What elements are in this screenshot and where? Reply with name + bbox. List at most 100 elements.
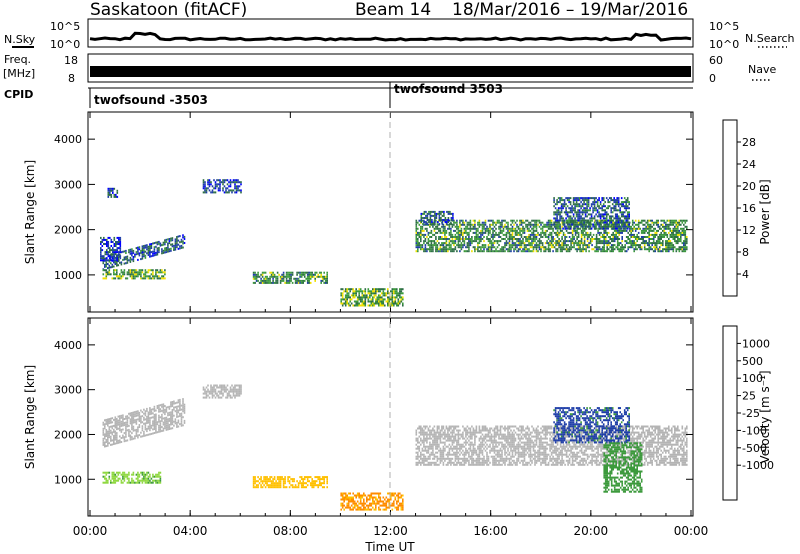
heatmap-cell bbox=[369, 300, 371, 303]
heatmap-cell bbox=[658, 242, 661, 245]
heatmap-cell bbox=[511, 231, 514, 234]
heatmap-cell bbox=[640, 238, 643, 240]
heatmap-cell bbox=[553, 231, 556, 234]
heatmap-cell bbox=[402, 304, 404, 307]
heatmap-cell bbox=[306, 476, 309, 479]
heatmap-cell bbox=[347, 294, 350, 297]
heatmap-cell bbox=[595, 246, 598, 249]
heatmap-cell bbox=[436, 447, 439, 450]
noise-panel bbox=[87, 18, 694, 48]
heatmap-cell bbox=[112, 251, 114, 254]
heatmap-cell bbox=[153, 413, 156, 416]
heatmap-cell bbox=[631, 223, 634, 226]
heatmap-cell bbox=[340, 492, 342, 495]
heatmap-cell bbox=[373, 500, 376, 503]
heatmap-cell bbox=[279, 275, 282, 278]
heatmap-cell bbox=[578, 217, 581, 220]
heatmap-cell bbox=[363, 494, 365, 497]
heatmap-cell bbox=[164, 277, 166, 280]
heatmap-cell bbox=[443, 210, 445, 213]
heatmap-cell bbox=[622, 223, 624, 226]
heatmap-cell bbox=[663, 231, 666, 234]
heatmap-cell bbox=[510, 238, 512, 240]
heatmap-cell bbox=[366, 296, 368, 299]
heatmap-cell bbox=[214, 187, 217, 190]
heatmap-cell bbox=[478, 246, 481, 249]
heatmap-cell bbox=[680, 219, 682, 222]
heatmap-cell bbox=[324, 476, 327, 479]
heatmap-cell bbox=[427, 433, 430, 436]
heatmap-cell bbox=[276, 484, 279, 487]
heatmap-cell bbox=[182, 402, 184, 405]
heatmap-cell bbox=[126, 257, 129, 260]
heatmap-cell bbox=[402, 500, 404, 503]
heatmap-cell bbox=[110, 262, 112, 265]
heatmap-cell bbox=[426, 431, 428, 434]
heatmap-cell bbox=[266, 478, 268, 481]
heatmap-cell bbox=[390, 496, 392, 499]
heatmap-cell bbox=[498, 244, 500, 247]
heatmap-cell bbox=[617, 219, 620, 222]
heatmap-cell bbox=[572, 219, 575, 222]
heatmap-cell bbox=[168, 248, 171, 251]
heatmap-cell bbox=[273, 486, 276, 489]
heatmap-cell bbox=[287, 480, 289, 483]
heatmap-cell bbox=[441, 214, 444, 217]
heatmap-cell bbox=[666, 223, 669, 226]
heatmap-cell bbox=[117, 477, 120, 480]
heatmap-cell bbox=[448, 225, 451, 228]
heatmap-cell bbox=[426, 229, 428, 232]
heatmap-cell bbox=[636, 227, 638, 230]
heatmap-cell bbox=[311, 480, 313, 483]
heatmap-cell bbox=[254, 275, 256, 278]
heatmap-cell bbox=[119, 441, 121, 444]
heatmap-cell bbox=[417, 453, 419, 456]
heatmap-cell bbox=[465, 236, 467, 238]
heatmap-cell bbox=[432, 457, 434, 460]
heatmap-cell bbox=[585, 221, 587, 224]
heatmap-cell bbox=[465, 227, 467, 230]
heatmap-cell bbox=[445, 240, 448, 243]
heatmap-cell bbox=[675, 233, 678, 236]
heatmap-cell bbox=[164, 247, 166, 250]
heatmap-cell bbox=[170, 243, 172, 246]
heatmap-cell bbox=[267, 478, 270, 481]
heatmap-cell bbox=[107, 241, 110, 243]
heatmap-cell bbox=[370, 290, 373, 293]
heatmap-cell bbox=[595, 221, 598, 224]
heatmap-cell bbox=[397, 294, 400, 297]
heatmap-cell bbox=[308, 279, 310, 282]
heatmap-cell bbox=[424, 447, 427, 450]
heatmap-cell bbox=[159, 479, 162, 482]
heatmap-cell bbox=[441, 449, 443, 452]
heatmap-cell bbox=[131, 250, 133, 253]
heatmap-cell bbox=[498, 236, 500, 238]
heatmap-cell bbox=[344, 506, 347, 509]
heatmap-cell bbox=[601, 236, 604, 238]
heatmap-cell bbox=[441, 219, 444, 221]
heatmap-cell bbox=[436, 439, 439, 442]
colorbar-tick-label: 4 bbox=[742, 268, 749, 281]
heatmap-cell bbox=[547, 244, 550, 247]
heatmap-cell bbox=[436, 463, 439, 466]
heatmap-cell bbox=[109, 189, 111, 192]
heatmap-cell bbox=[580, 217, 582, 220]
heatmap-cell bbox=[343, 492, 345, 495]
heatmap-cell bbox=[396, 290, 398, 293]
heatmap-cell bbox=[559, 213, 561, 216]
heatmap-cell bbox=[159, 244, 162, 247]
heatmap-cell bbox=[147, 254, 150, 256]
heatmap-cell bbox=[444, 429, 446, 432]
heatmap-cell bbox=[177, 405, 180, 408]
heatmap-cell bbox=[141, 255, 144, 258]
heatmap-cell bbox=[580, 236, 583, 238]
heatmap-cell bbox=[420, 219, 423, 221]
heatmap-cell bbox=[420, 244, 422, 247]
heatmap-cell bbox=[396, 502, 398, 505]
heatmap-cell bbox=[361, 502, 364, 505]
heatmap-cell bbox=[359, 288, 362, 291]
heatmap-cell bbox=[355, 504, 357, 507]
heatmap-cell bbox=[623, 197, 626, 200]
heatmap-cell bbox=[589, 231, 592, 234]
heatmap-cell bbox=[288, 279, 291, 282]
